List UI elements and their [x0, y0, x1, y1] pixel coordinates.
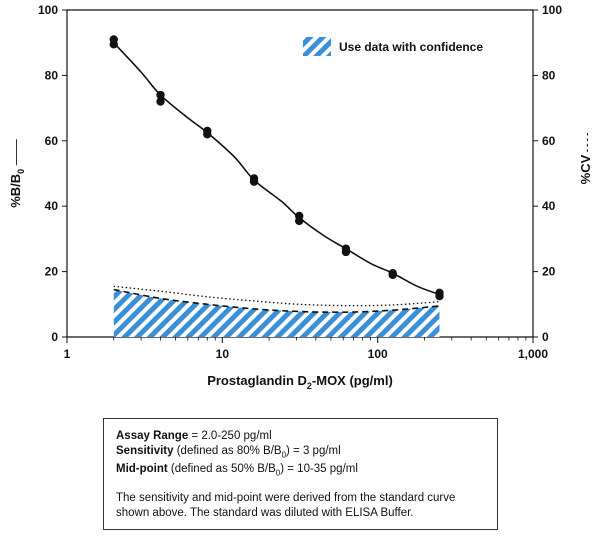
y-tick-label: 80 — [45, 68, 59, 82]
sensitivity-sub: 0 — [281, 450, 287, 460]
y2-axis-title-main: %CV — [578, 154, 593, 184]
confidence-region — [113, 289, 440, 337]
y-tick-label: 60 — [45, 134, 59, 148]
assay-range-value: = 2.0-250 pg/ml — [188, 430, 272, 442]
data-point — [295, 216, 304, 226]
data-point — [249, 177, 259, 186]
data-points — [109, 35, 444, 301]
y-tick-label: 40 — [45, 199, 59, 213]
midpoint-label: Mid-point — [116, 463, 168, 476]
assay-info-box: Assay Range = 2.0-250 pg/ml Sensitivity … — [103, 418, 498, 530]
midpoint-row: Mid-point (defined as 50% B/B0) = 10-35 … — [116, 462, 485, 480]
x-tick-label: 100 — [368, 347, 388, 361]
data-point — [341, 247, 351, 257]
cv-dashed-line — [113, 288, 440, 314]
standard-curve-line — [113, 42, 440, 296]
confidence-region-fill — [113, 289, 440, 337]
x-tick-label: 1 — [64, 347, 71, 361]
y-tick-label: 100 — [38, 3, 58, 17]
x-axis-title-main: Prostaglandin D — [207, 373, 307, 388]
midpoint-sub: 0 — [275, 468, 281, 478]
series-lines — [113, 42, 440, 314]
assay-note: The sensitivity and mid-point were deriv… — [116, 491, 456, 519]
y-axis-title-line: —— — [8, 139, 23, 169]
midpoint-text: (defined as 50% B/B — [167, 463, 276, 476]
x-tick-label: 10 — [216, 347, 230, 361]
y2-tick-label: 80 — [542, 68, 556, 82]
midpoint-value: ) = 10-35 pg/ml — [280, 463, 358, 476]
data-point — [435, 291, 444, 301]
assay-range-label: Assay Range — [116, 430, 189, 442]
data-point — [203, 130, 212, 139]
legend-label: Use data with confidence — [339, 40, 483, 54]
y-axis-title-main: %B/B — [8, 174, 23, 208]
y2-axis-title-dash: - - - - — [582, 133, 592, 155]
legend: Use data with confidence — [303, 37, 483, 56]
y-axis-title: %B/B0 —— — [8, 139, 26, 208]
sensitivity-label: Sensitivity — [116, 445, 174, 457]
y2-tick-label: 60 — [542, 134, 556, 148]
data-point — [156, 97, 165, 106]
sensitivity-text: (defined as 80% B/B — [173, 445, 282, 457]
data-point — [388, 270, 397, 280]
y2-axis-title: %CV - - - - — [578, 133, 593, 185]
y2-tick-label: 40 — [542, 199, 556, 213]
y-axis-title-sub: 0 — [16, 169, 26, 174]
axis-labels: Prostaglandin D2-MOX (pg/ml)%B/B0 ——%CV … — [8, 133, 593, 391]
sensitivity-value: ) = 3 pg/ml — [286, 445, 341, 457]
assay-range-row: Assay Range = 2.0-250 pg/ml — [116, 429, 485, 444]
y2-tick-label: 100 — [542, 3, 562, 17]
legend-swatch — [303, 37, 331, 56]
data-point — [156, 90, 165, 100]
y2-tick-label: 0 — [542, 330, 549, 344]
x-axis-title-rest: -MOX (pg/ml) — [312, 373, 393, 388]
x-tick-label: 1,000 — [518, 347, 548, 361]
data-point — [109, 40, 118, 49]
x-axis-title-sub: 2 — [307, 381, 312, 391]
y2-tick-label: 20 — [542, 265, 556, 279]
x-axis-title: Prostaglandin D2-MOX (pg/ml) — [207, 373, 393, 391]
sensitivity-row: Sensitivity (defined as 80% B/B0) = 3 pg… — [116, 444, 485, 462]
y-tick-label: 0 — [51, 330, 58, 344]
y-tick-label: 20 — [45, 265, 59, 279]
